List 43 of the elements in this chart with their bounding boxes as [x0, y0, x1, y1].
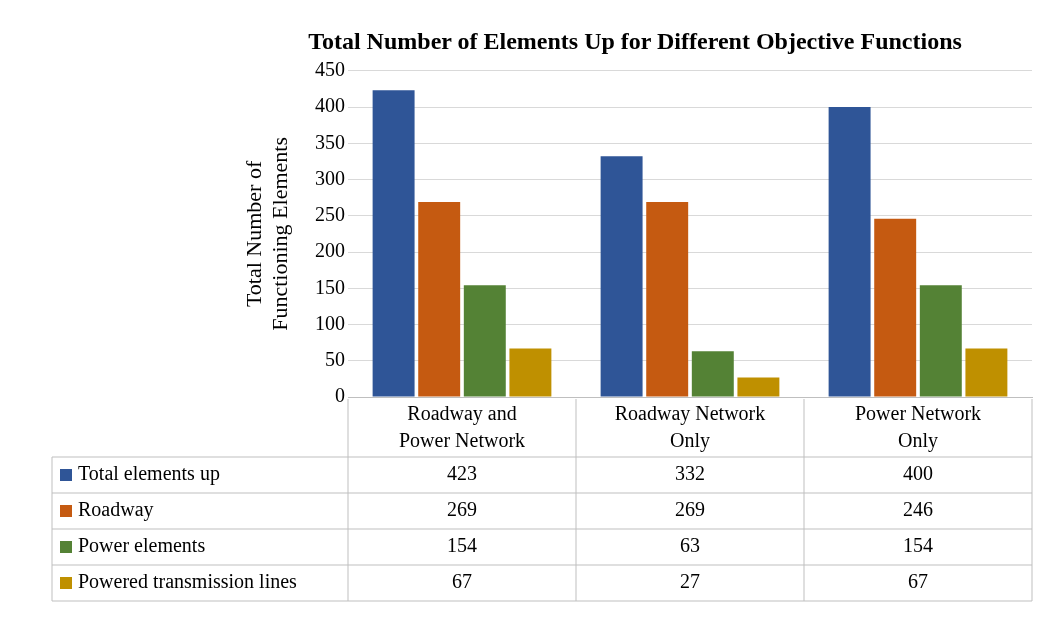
bar [372, 90, 415, 397]
data-label: 423 [447, 462, 477, 485]
data-label: 400 [903, 462, 933, 485]
data-label: 67 [908, 570, 928, 593]
bar [418, 202, 461, 397]
data-label: 332 [675, 462, 705, 485]
x-tick-label: Roadway and Power Network [398, 401, 526, 451]
bar [600, 156, 643, 397]
y-tick-label: 200 [315, 239, 345, 262]
chart-title: Total Number of Elements Up for Different Objective Functions [308, 27, 962, 54]
bar [919, 285, 962, 397]
bar [874, 218, 917, 397]
y-tick-label: 350 [315, 130, 345, 153]
y-tick-label: 100 [315, 311, 345, 334]
legend-label: Roadway [78, 498, 154, 522]
y-tick-label: 0 [335, 384, 345, 407]
data-label: 154 [447, 534, 477, 557]
legend-label: Power elements [78, 534, 206, 557]
legend-label: Powered transmission lines [78, 570, 298, 593]
data-label: 269 [447, 498, 477, 521]
data-label: 67 [452, 570, 472, 593]
x-tick-label: Roadway Network Only [614, 401, 766, 452]
data-label: 63 [680, 534, 700, 557]
y-tick-label: 250 [315, 203, 345, 226]
y-tick-label: 150 [315, 275, 345, 298]
bar [828, 107, 871, 397]
y-tick-label: 450 [315, 58, 345, 81]
bar [691, 351, 734, 397]
data-label: 154 [903, 534, 933, 557]
bar [965, 348, 1008, 397]
bar [737, 377, 780, 397]
y-tick-label: 300 [315, 166, 345, 189]
x-tick-label: Power Network Only [854, 401, 982, 452]
data-label: 27 [680, 570, 700, 593]
y-tick-label: 400 [315, 94, 345, 117]
bar [463, 285, 506, 397]
y-axis-title: Total Number of Functioning Elements [240, 137, 293, 331]
y-tick-label: 50 [325, 348, 345, 371]
bar [646, 202, 689, 397]
bar [509, 348, 552, 397]
legend-label: Total elements up [78, 462, 220, 486]
data-label: 246 [903, 498, 933, 521]
data-label: 269 [675, 498, 705, 521]
